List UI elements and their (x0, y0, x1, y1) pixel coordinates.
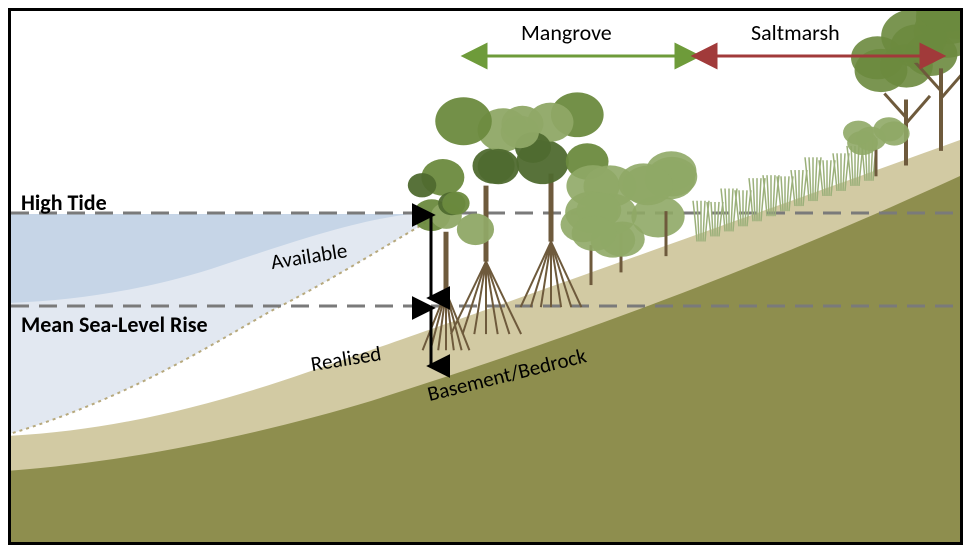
diagram-frame: High Tide Mean Sea-Level Rise Available … (8, 8, 963, 545)
mean-sea-level-label: Mean Sea-Level Rise (21, 311, 208, 338)
high-tide-label: High Tide (21, 189, 107, 216)
diagram-svg (11, 11, 963, 545)
saltmarsh-zone-label: Saltmarsh (751, 19, 840, 46)
mangrove-zone-label: Mangrove (521, 19, 612, 46)
